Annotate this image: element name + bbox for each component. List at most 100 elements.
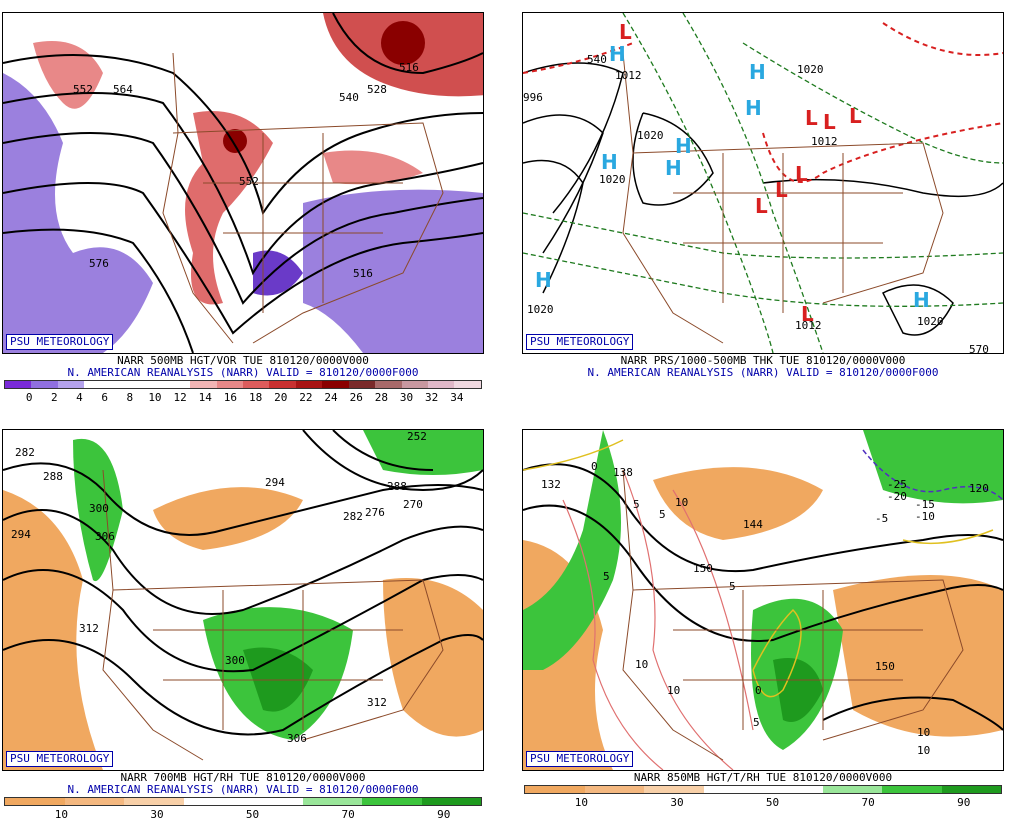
panel-title: NARR 500MB HGT/VOR TUE 810120/0000V000 [117, 354, 369, 367]
temp-label: 10 [667, 684, 680, 697]
moist-core-south [773, 658, 823, 722]
colorbar-tick-label: 30 [670, 796, 684, 809]
psu-badge: PSU METEOROLOGY [526, 334, 634, 350]
colorbar-tick-label: 10 [148, 391, 162, 404]
geography-700mb [102, 469, 444, 761]
high-center: H [749, 60, 766, 84]
temp-label: -20 [887, 490, 907, 503]
colorbar-swatch [110, 381, 138, 388]
low-center: L [619, 20, 632, 44]
panel-subtitle: N. AMERICAN REANALYSIS (NARR) VALID = 81… [67, 783, 419, 796]
colorbar-swatch [84, 381, 111, 388]
panel-subtitle: N. AMERICAN REANALYSIS (NARR) VALID = 81… [67, 366, 419, 379]
colorbar-tick-label: 6 [101, 391, 108, 404]
temp-label: -5 [875, 512, 888, 525]
dry-area-north [653, 467, 823, 540]
contour-label: 270 [403, 498, 423, 511]
colorbar-swatch [401, 381, 428, 388]
map-700mb-rh: 282 288 294 300 306 294 312 300 312 306 … [2, 429, 484, 771]
colorbar-ticks-rh: 10 30 50 70 90 [524, 796, 1002, 810]
colorbar-tick-label: 28 [374, 391, 388, 404]
contour-label: 300 [225, 654, 245, 667]
temp-label: 0 [755, 684, 762, 697]
panel-850mb: 132 138 5 5 5 5 10 10 10 10 10 150 144 1… [522, 429, 1004, 833]
colorbar-vorticity [4, 380, 482, 389]
contour-label: 1012 [795, 319, 822, 332]
freezing-contour [523, 439, 994, 698]
low-center: L [801, 302, 814, 326]
low-center: L [823, 110, 836, 134]
high-center: H [675, 134, 692, 158]
colorbar-rh [524, 785, 1002, 794]
panel-title: NARR 700MB HGT/RH TUE 810120/0000V000 [120, 771, 366, 784]
temp-label: -10 [915, 510, 935, 523]
contour-label: 1012 [615, 69, 642, 82]
colorbar-tick-label: 2 [51, 391, 58, 404]
contour-label: 144 [743, 518, 763, 531]
high-center: H [609, 42, 626, 66]
map-850mb-temp-rh: 132 138 5 5 5 5 10 10 10 10 10 150 144 1… [522, 429, 1004, 771]
contour-label: 540 [339, 91, 359, 104]
colorbar-ticks-rh: 10 30 50 70 90 [4, 808, 482, 822]
geography-500mb [162, 52, 444, 344]
contour-label: 294 [11, 528, 31, 541]
contour-label: 282 [343, 510, 363, 523]
colorbar-swatch [882, 786, 942, 793]
colorbar-swatch [454, 381, 481, 388]
colorbar-swatch [763, 786, 823, 793]
panel-surface: H H H H H H H H L L L L L L L L 540 1012… [522, 12, 1004, 416]
colorbar-tick-label: 8 [126, 391, 134, 404]
isobars [523, 62, 1003, 336]
colorbar-swatch [525, 786, 585, 793]
colorbar-swatch [183, 798, 243, 805]
high-center: H [601, 150, 618, 174]
colorbar-tick-label: 18 [248, 391, 263, 404]
temp-label: 5 [659, 508, 666, 521]
contour-label: 306 [287, 732, 307, 745]
colorbar-tick-label: 0 [25, 391, 33, 404]
psu-badge: PSU METEOROLOGY [6, 334, 114, 350]
colorbar-swatch [584, 786, 644, 793]
colorbar-tick-label: 32 [425, 391, 439, 404]
colorbar-tick-label: 12 [173, 391, 187, 404]
colorbar-swatch [243, 798, 303, 805]
contour-label: 1020 [527, 303, 554, 316]
contour-label: 120 [969, 482, 989, 495]
colorbar-swatch [31, 381, 58, 388]
temp-label: 10 [917, 744, 930, 757]
psu-badge: PSU METEOROLOGY [6, 751, 114, 767]
temp-label: 10 [675, 496, 688, 509]
geography-surface [622, 52, 944, 344]
contour-label: 552 [73, 83, 93, 96]
cold-isotherms [862, 449, 1003, 501]
colorbar-tick-label: 90 [437, 808, 451, 821]
panel-subtitle: N. AMERICAN REANALYSIS (NARR) VALID = 81… [587, 366, 939, 379]
colorbar-swatch [375, 381, 402, 388]
contour-label: 138 [613, 466, 633, 479]
psu-badge: PSU METEOROLOGY [526, 751, 634, 767]
colorbar-tick-label: 70 [341, 808, 355, 821]
neg-vort-area-east [303, 189, 483, 353]
dry-area-east [383, 578, 483, 737]
temp-label: 5 [753, 716, 760, 729]
colorbar-swatch [644, 786, 704, 793]
colorbar-tick-label: 24 [324, 391, 338, 404]
geography-850mb [622, 469, 964, 761]
thickness-540-570 [523, 22, 1003, 183]
panel-title: NARR 850MB HGT/T/RH TUE 810120/0000V000 [633, 771, 893, 784]
contour-label: 516 [353, 267, 373, 280]
map-surface-pressure-thickness: H H H H H H H H L L L L L L L L 540 1012… [522, 12, 1004, 354]
dry-area-east [833, 575, 1003, 737]
temp-label: 5 [603, 570, 610, 583]
colorbar-tick-label: 22 [299, 391, 313, 404]
pos-vort-area-northwest [33, 41, 103, 109]
contour-label: 312 [367, 696, 387, 709]
temperature-contours [562, 469, 754, 770]
contour-label: 294 [265, 476, 285, 489]
colorbar-ticks-vorticity: 0 2 4 6 8 10 12 14 16 18 20 22 24 26 28 30 32 34 [4, 391, 482, 405]
vort-max-northeast [381, 21, 425, 65]
temp-label: 5 [729, 580, 736, 593]
colorbar-swatch [163, 381, 191, 388]
contour-label: 288 [387, 480, 407, 493]
temp-label: 5 [633, 498, 640, 511]
